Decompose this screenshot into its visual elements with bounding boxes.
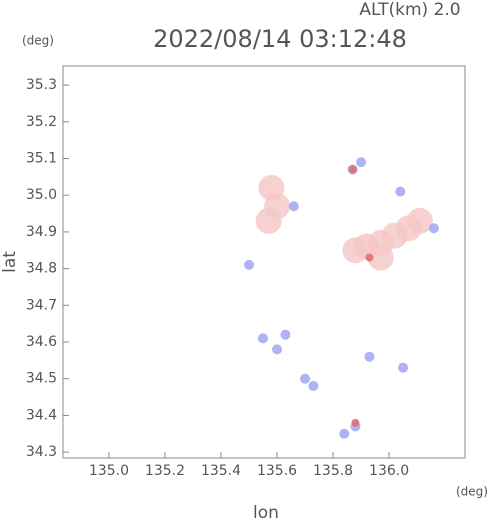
echo-point <box>308 381 319 392</box>
echo-point <box>244 259 255 270</box>
echo-point <box>272 344 283 355</box>
y-tick-label: 34.6 <box>26 334 57 350</box>
echo-point <box>280 329 291 340</box>
y-tick-label: 34.8 <box>26 261 57 277</box>
echo-point <box>351 418 360 427</box>
echo-point <box>348 165 357 174</box>
x-tick-label: 136.0 <box>369 463 409 479</box>
x-tick-label: 135.8 <box>313 463 353 479</box>
y-tick-label: 35.1 <box>26 150 57 166</box>
y-tick-label: 34.9 <box>26 224 57 240</box>
echo-point <box>367 244 394 271</box>
x-tick-label: 135.4 <box>201 463 241 479</box>
y-tick-label: 34.7 <box>26 297 57 313</box>
echo-point <box>288 201 299 212</box>
y-axis-label: lat <box>0 251 20 273</box>
echo-point <box>398 362 409 373</box>
echo-point <box>342 237 369 264</box>
echo-point <box>258 333 269 344</box>
echo-point <box>356 157 367 168</box>
echo-point <box>428 223 439 234</box>
x-tick-label: 135.0 <box>89 463 129 479</box>
echo-point <box>395 186 406 197</box>
echo-point <box>255 207 282 234</box>
x-tick-label: 135.2 <box>145 463 185 479</box>
x-tick-label: 135.6 <box>257 463 297 479</box>
plot-frame <box>62 65 466 459</box>
y-tick-label: 35.0 <box>26 187 57 203</box>
echo-point <box>364 351 375 362</box>
chart-title: 2022/08/14 03:12:48 <box>153 25 407 53</box>
echo-point <box>365 253 374 262</box>
echo-point <box>300 373 311 384</box>
y-tick-label: 34.4 <box>26 407 57 423</box>
y-tick-label: 34.5 <box>26 371 57 387</box>
y-tick-label: 34.3 <box>26 444 57 460</box>
y-tick-label: 35.2 <box>26 114 57 130</box>
y-tick-label: 35.3 <box>26 77 57 93</box>
altitude-label: ALT(km) 2.0 <box>359 0 460 20</box>
x-unit: (deg) <box>456 485 488 499</box>
echo-point <box>339 428 350 439</box>
y-unit: (deg) <box>22 34 54 48</box>
x-axis-label: lon <box>253 503 279 521</box>
echo-point <box>406 207 433 234</box>
